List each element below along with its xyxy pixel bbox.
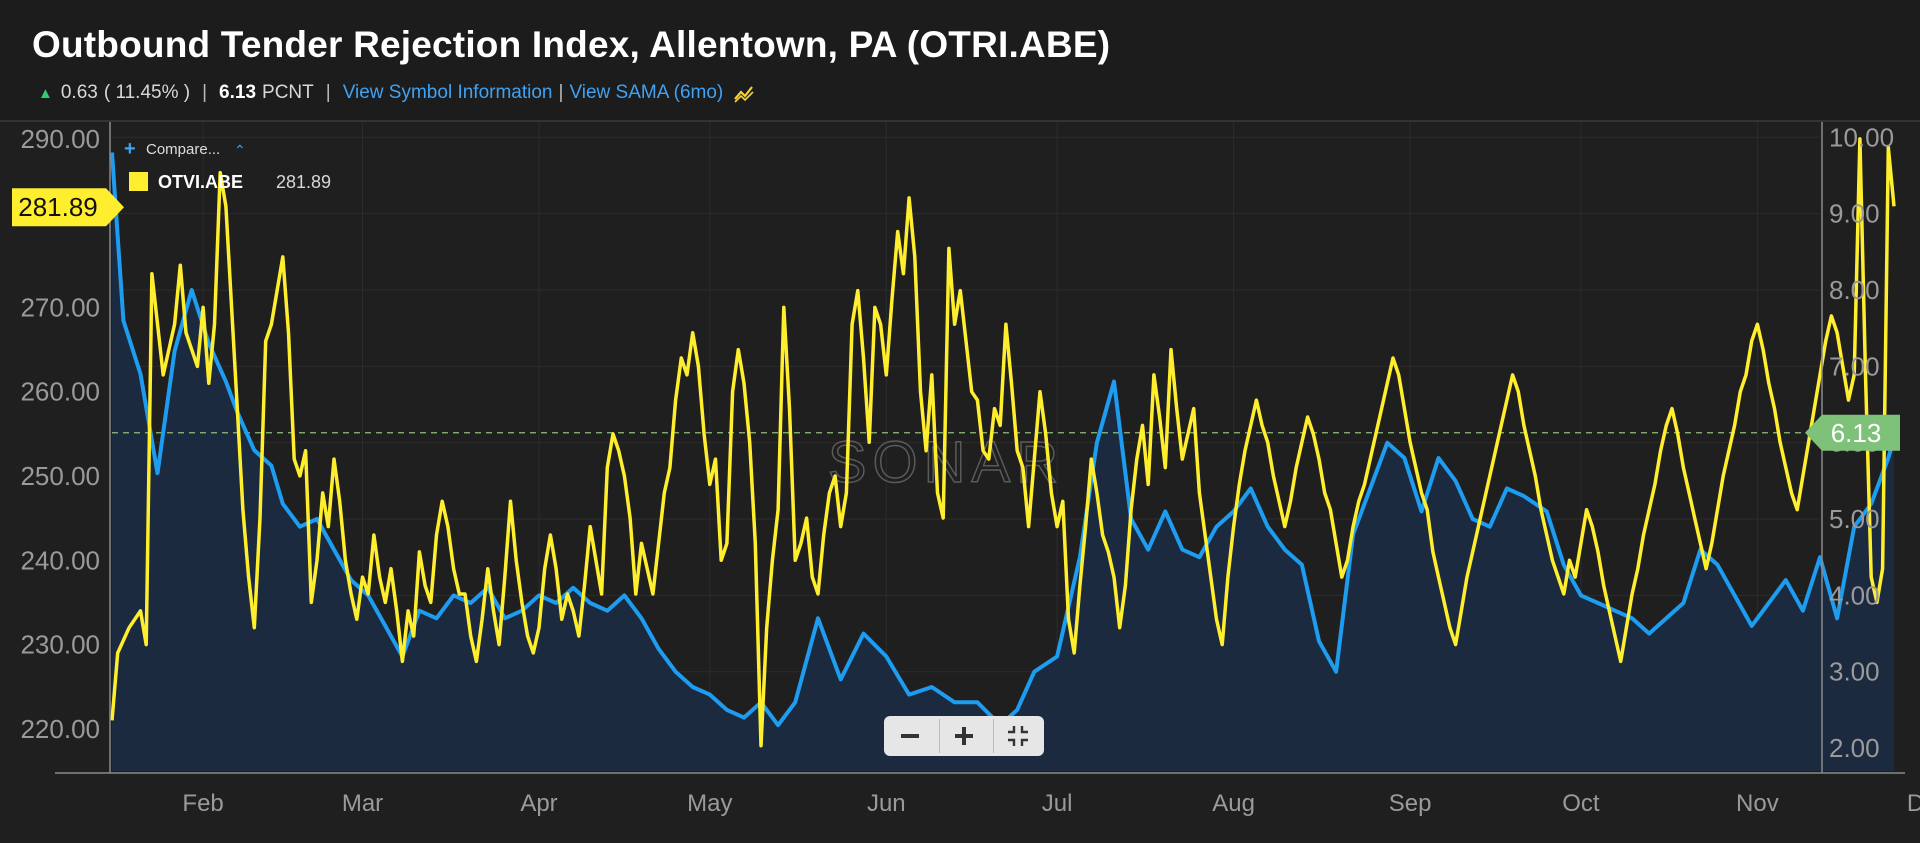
sama-link[interactable]: View SAMA (6mo) [569, 82, 724, 103]
change-value: 0.63 [60, 82, 98, 103]
stat-line: ▲ 0.63 ( 11.45% ) | 6.13 PCNT | View Sym… [38, 82, 755, 104]
x-axis-month-label: Feb [182, 790, 223, 817]
right-axis-tick-label: 3.00 [1829, 657, 1880, 687]
otvi-series-line [110, 137, 1896, 748]
change-percent: ( 11.45% ) [103, 82, 191, 103]
x-axis-month-label: Jul [1042, 790, 1073, 817]
legend-swatch [129, 172, 148, 191]
current-value: 6.13 [219, 82, 257, 103]
left-axis-tick-label: 290.00 [20, 124, 100, 154]
x-axis-month-label: Jun [867, 790, 906, 817]
minus-icon [901, 734, 920, 738]
compare-dropdown[interactable]: Compare... [146, 141, 220, 158]
left-value-marker: 281.89 [12, 188, 124, 227]
right-axis-tick-label: 2.00 [1829, 733, 1880, 763]
right-marker-value: 6.13 [1831, 418, 1882, 448]
legend-box: + Compare... ⌃ OTVI.ABE 281.89 [124, 138, 331, 192]
right-axis-tick-label: 9.00 [1829, 199, 1880, 229]
left-marker-shape [12, 188, 124, 227]
unit-label: PCNT [262, 82, 314, 103]
zoom-out-button[interactable] [886, 719, 934, 753]
x-axis-month-label: Apr [520, 790, 557, 817]
divider: | [325, 82, 331, 103]
left-axis-tick-label: 250.00 [20, 461, 100, 491]
left-marker-value: 281.89 [18, 192, 98, 222]
reset-zoom-button[interactable] [992, 719, 1042, 753]
x-axis-month-label: May [687, 790, 732, 817]
left-axis-tick-label: 240.00 [20, 545, 100, 575]
sama-chart-icon[interactable] [733, 83, 755, 103]
right-axis-tick-label: 7.00 [1829, 351, 1880, 381]
right-axis-tick-label: 10.00 [1829, 122, 1894, 152]
legend-series-name: OTVI.ABE [158, 172, 243, 192]
left-axis-tick-label: 220.00 [20, 714, 100, 744]
collapse-icon [1007, 726, 1028, 746]
chart-area[interactable]: SONAR 220.00230.00240.00250.00260.00270.… [0, 122, 1920, 843]
plus-icon [954, 727, 973, 745]
divider: | [558, 82, 564, 103]
left-axis-tick-label: 230.00 [20, 630, 100, 660]
divider: | [202, 82, 208, 103]
x-axis-month-label: Dec [1907, 790, 1920, 817]
add-compare-icon[interactable]: + [124, 138, 136, 160]
x-axis-month-label: Mar [342, 790, 383, 817]
zoom-controls [884, 716, 1044, 756]
x-axis-month-label: Nov [1736, 790, 1779, 817]
legend-series-value: 281.89 [276, 172, 331, 192]
right-value-marker: 6.13 [1805, 414, 1900, 451]
page-title: Outbound Tender Rejection Index, Allento… [32, 24, 1111, 65]
symbol-info-link[interactable]: View Symbol Information [342, 82, 553, 103]
right-marker-shape [1805, 414, 1900, 451]
left-axis-tick-label: 260.00 [20, 377, 100, 407]
up-arrow-icon: ▲ [38, 84, 53, 102]
x-axis-month-label: Oct [1562, 790, 1600, 817]
otri-series-line [110, 152, 1896, 728]
zoom-in-button[interactable] [938, 719, 988, 753]
x-axis-month-label: Aug [1212, 790, 1255, 817]
x-axis-month-label: Sep [1389, 790, 1432, 817]
chevron-up-icon[interactable]: ⌃ [234, 142, 246, 158]
right-axis-tick-label: 8.00 [1829, 275, 1880, 305]
right-axis-tick-label: 5.00 [1829, 504, 1880, 534]
left-axis-tick-label: 270.00 [20, 292, 100, 322]
chart-header: Outbound Tender Rejection Index, Allento… [0, 0, 1920, 122]
right-axis-tick-label: 4.00 [1829, 580, 1880, 610]
